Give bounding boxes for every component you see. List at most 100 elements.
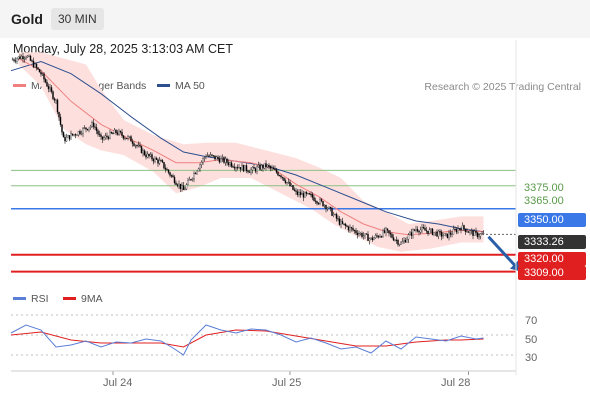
candle-body: [410, 232, 413, 236]
candle-body: [118, 130, 120, 135]
candle-body: [70, 133, 72, 140]
candle-body: [458, 228, 461, 230]
candle-body: [131, 141, 134, 144]
candle-body: [116, 132, 119, 135]
candle-body: [316, 201, 318, 204]
candle-body: [26, 55, 29, 58]
candle-body: [304, 192, 306, 198]
candle-body: [407, 234, 410, 240]
candle-body: [353, 230, 356, 232]
candle-body: [163, 162, 165, 169]
candle-body: [32, 60, 35, 68]
candle-body: [314, 200, 317, 202]
candle-body: [433, 232, 435, 235]
candle-body: [13, 59, 15, 61]
candle-body: [317, 203, 320, 205]
candle-body: [215, 156, 218, 160]
candle-body: [274, 169, 276, 171]
candle-body: [253, 167, 255, 169]
candle-body: [73, 134, 75, 136]
candle-body: [92, 122, 95, 127]
candle-body: [305, 192, 308, 194]
candle-body: [227, 162, 230, 165]
legend-ma50: MA 50: [157, 80, 205, 92]
candle-body: [182, 185, 185, 191]
candle-body: [122, 135, 125, 139]
candle-body: [136, 145, 138, 147]
candle-body: [451, 233, 453, 236]
candle-body: [203, 157, 206, 159]
candle-body: [97, 130, 99, 135]
candle-body: [76, 134, 78, 136]
candle-body: [431, 228, 434, 235]
candle-body: [455, 229, 458, 233]
candle-body: [473, 230, 476, 236]
candle-body: [187, 180, 189, 185]
ma20-swatch: [13, 83, 26, 87]
candle-body: [476, 232, 479, 238]
candle-body: [466, 231, 468, 233]
level-label-3309: 3309.00: [524, 267, 564, 279]
level-label-last: 3333.26: [524, 236, 564, 248]
candle-body: [301, 193, 303, 196]
candle-body: [379, 236, 381, 238]
candle-body: [482, 232, 485, 235]
candle-body: [217, 156, 219, 159]
candle-body: [469, 230, 471, 233]
candle-body: [443, 233, 446, 236]
candle-body: [164, 167, 167, 170]
candle-body: [364, 233, 366, 236]
candle-body: [220, 158, 222, 163]
candle-body: [125, 138, 128, 140]
candle-body: [326, 208, 329, 210]
candle-body: [373, 237, 375, 241]
candle-body: [266, 164, 269, 168]
projection-arrow: [487, 235, 518, 268]
rsi-tick-70: 70: [525, 315, 538, 327]
candle-body: [439, 230, 441, 233]
candle-body: [214, 155, 216, 160]
candle-body: [269, 166, 272, 169]
candle-body: [391, 234, 393, 238]
candle-body: [334, 213, 336, 216]
candle-body: [191, 178, 194, 180]
candle-body: [49, 87, 51, 90]
candle-body: [460, 228, 462, 231]
level-badge-3309: [518, 266, 586, 280]
candle-body: [298, 192, 300, 195]
candle-body: [470, 230, 473, 232]
candle-body: [38, 68, 41, 73]
candle-body: [400, 242, 402, 245]
candle-body: [428, 229, 431, 234]
rsi-ma-line: [10, 329, 484, 348]
candle-body: [100, 134, 102, 137]
rsi-swatch: [13, 296, 26, 300]
candle-body: [34, 63, 36, 68]
candle-body: [200, 162, 203, 165]
candle-body: [259, 165, 261, 170]
legend-ma50-label: MA 50: [175, 80, 205, 92]
candle-body: [361, 233, 363, 237]
candle-body: [82, 128, 84, 134]
candle-body: [37, 67, 39, 70]
candle-body: [209, 154, 212, 157]
candle-body: [151, 154, 153, 160]
candle-body: [43, 73, 45, 80]
candle-body: [199, 164, 201, 170]
candle-body: [146, 153, 149, 158]
candle-body: [166, 169, 168, 171]
rsi-plot: [10, 314, 516, 375]
timeframe-button[interactable]: 30 MIN: [51, 8, 104, 30]
candle-body: [445, 233, 447, 235]
candle-body: [67, 135, 69, 138]
candle-body: [221, 157, 224, 159]
candle-body: [17, 56, 20, 59]
candle-body: [479, 233, 482, 237]
candle-body: [86, 128, 89, 131]
rsi-tick-30: 30: [525, 352, 538, 364]
candle-body: [352, 228, 354, 231]
candle-body: [262, 165, 264, 169]
candle-body: [464, 228, 467, 232]
candle-body: [202, 158, 204, 163]
candle-body: [385, 228, 387, 233]
